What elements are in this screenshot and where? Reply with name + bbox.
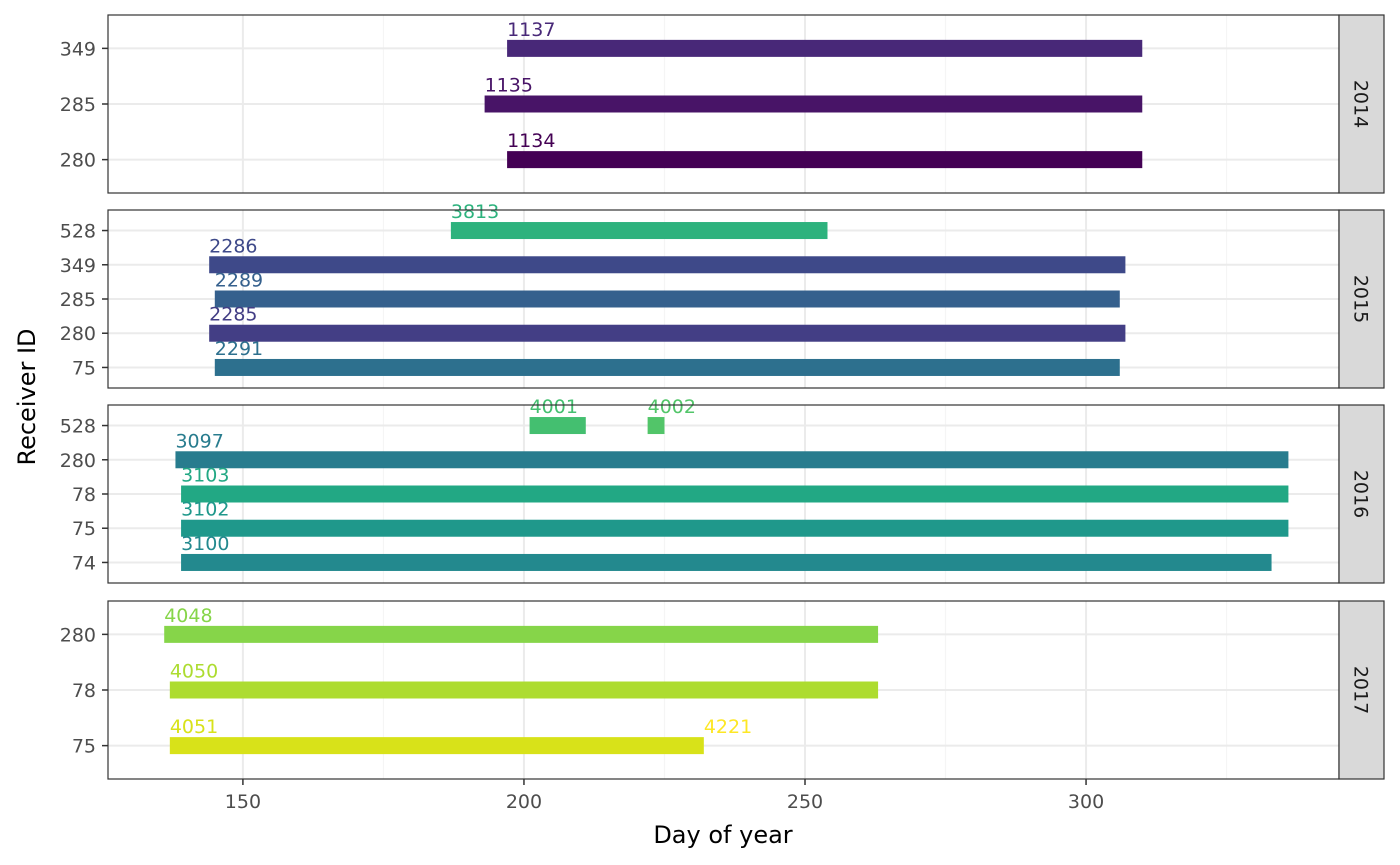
bar-1135	[484, 95, 1143, 113]
bar-label-2285: 2285	[209, 304, 257, 326]
facet-panels: 280 285 349 1137 1135 1134 2014 75 280 285 349 528 3…	[60, 14, 1385, 780]
facet-strip	[1338, 209, 1385, 389]
y-tick-label: 280	[60, 450, 96, 472]
bar-1137	[507, 39, 1143, 57]
bar-4002	[647, 417, 665, 435]
bar-label-1134: 1134	[507, 130, 555, 152]
bar-label-3097: 3097	[175, 430, 223, 452]
facet-strip-label: 2015	[1350, 275, 1372, 323]
bar-3097	[175, 451, 1289, 469]
facet-panel-2016: 74 75 78 280 528 4001 4002 3097 3103 3102 3100 2016	[60, 396, 1385, 584]
bar-3813	[450, 222, 828, 240]
bar-label-4221: 4221	[704, 716, 752, 738]
bar-3102	[181, 519, 1289, 537]
bar-label-4051: 4051	[170, 716, 218, 738]
facet-strip	[1338, 14, 1385, 194]
facet-strip	[1338, 600, 1385, 780]
y-axis-title: Receiver ID	[13, 328, 41, 465]
bar-label-2289: 2289	[215, 270, 263, 292]
y-tick-label: 285	[60, 94, 96, 116]
x-tick-label: 150	[225, 791, 261, 813]
y-tick-label: 280	[60, 150, 96, 172]
y-tick-label: 285	[60, 289, 96, 311]
y-tick-label: 75	[72, 518, 96, 540]
bar-label-4050: 4050	[170, 661, 218, 683]
bar-label-1135: 1135	[485, 75, 533, 97]
x-axis: 150 200 250 300	[225, 779, 1104, 813]
y-tick-label: 78	[72, 484, 96, 506]
facet-strip-label: 2014	[1350, 80, 1372, 128]
facet-strip-label: 2017	[1350, 666, 1372, 714]
y-tick-label: 75	[72, 736, 96, 758]
bar-label-1137: 1137	[507, 19, 555, 41]
facet-strip-label: 2016	[1350, 470, 1372, 518]
bar-label-4048: 4048	[164, 605, 212, 627]
x-tick-label: 250	[787, 791, 823, 813]
bar-2291	[214, 358, 1120, 376]
facet-panel-2015: 75 280 285 349 528 3813 2286 2289 2285 2291 2015	[60, 201, 1385, 389]
bar-label-3813: 3813	[451, 201, 499, 223]
bar-4001	[529, 417, 586, 435]
y-tick-label: 78	[72, 680, 96, 702]
y-tick-label: 349	[60, 38, 96, 60]
bar-4051	[169, 737, 704, 755]
x-tick-label: 200	[506, 791, 542, 813]
facet-strip	[1338, 404, 1385, 584]
y-tick-label: 528	[60, 416, 96, 438]
y-tick-label: 280	[60, 624, 96, 646]
facet-panel-2017: 75 78 280 4048 4050 4051 4221 2017	[60, 600, 1385, 780]
x-tick-label: 300	[1068, 791, 1104, 813]
bar-label-4002: 4002	[648, 396, 696, 418]
bar-4050	[169, 681, 879, 699]
bar-1134	[507, 151, 1143, 169]
bar-2289	[214, 290, 1120, 308]
y-tick-label: 75	[72, 357, 96, 379]
bar-label-2286: 2286	[209, 235, 257, 257]
bar-2285	[209, 324, 1126, 342]
bar-label-2291: 2291	[215, 338, 263, 360]
bar-label-4001: 4001	[530, 396, 578, 418]
bar-label-3103: 3103	[181, 465, 229, 487]
x-axis-title: Day of year	[653, 821, 792, 849]
y-tick-label: 74	[72, 552, 96, 574]
facet-panel-2014: 280 285 349 1137 1135 1134 2014	[60, 14, 1385, 194]
bar-2286	[209, 256, 1126, 274]
bar-3100	[181, 553, 1272, 571]
y-tick-label: 349	[60, 255, 96, 277]
bar-4048	[164, 625, 879, 643]
y-tick-label: 528	[60, 221, 96, 243]
bar-label-3102: 3102	[181, 499, 229, 521]
bar-label-3100: 3100	[181, 533, 229, 555]
y-tick-label: 280	[60, 323, 96, 345]
bar-3103	[181, 485, 1289, 503]
